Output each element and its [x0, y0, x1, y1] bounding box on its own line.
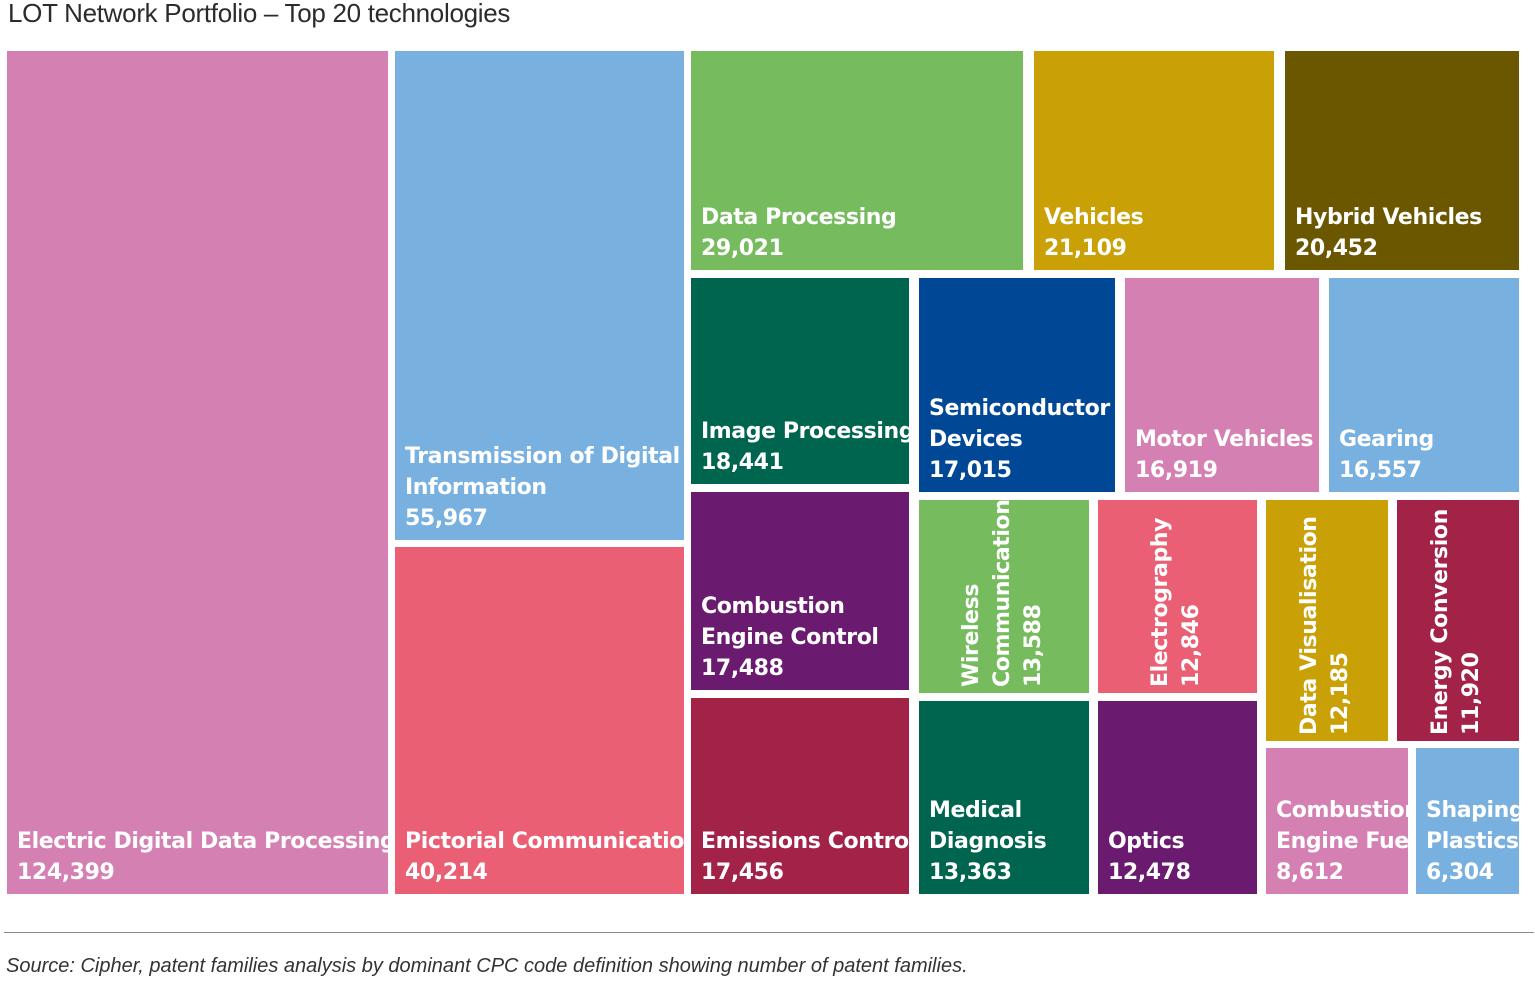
tile-data-visualisation: Data Visualisation 12,185: [1266, 500, 1388, 741]
tile-medical-diagnosis: Medical Diagnosis 13,363: [919, 701, 1089, 894]
tile-data-processing: Data Processing 29,021: [691, 51, 1023, 270]
tile-category: Gearing: [1339, 427, 1434, 452]
tile-value: 16,557: [1339, 458, 1422, 483]
tile-optics: Optics 12,478: [1098, 701, 1257, 894]
tile-value: 12,478: [1108, 860, 1191, 885]
tile-label: Energy Conversion 11,920: [1425, 509, 1487, 735]
tile-image-processing: Image Processing 18,441: [691, 278, 909, 484]
tile-category: Engine Control: [701, 625, 879, 650]
tile-category: Communication: [989, 500, 1015, 687]
tile-category: Semiconductor: [929, 396, 1110, 421]
tile-transmission-of-digital-information: Transmission of Digital Information 55,967: [395, 51, 684, 540]
tile-value: 21,109: [1044, 236, 1127, 261]
tile-motor-vehicles: Motor Vehicles 16,919: [1125, 278, 1319, 492]
tile-label: Shaping Plastics 6,304: [1426, 795, 1519, 888]
tile-label: Electrography 12,846: [1145, 518, 1207, 687]
tile-category: Transmission of Digital: [405, 444, 680, 469]
tile-label: Emissions Control 17,456: [701, 826, 909, 888]
tile-combustion-engine-control: Combustion Engine Control 17,488: [691, 492, 909, 690]
tile-gearing: Gearing 16,557: [1329, 278, 1519, 492]
tile-category: Combustion: [1276, 798, 1408, 823]
tile-category: Emissions Control: [701, 829, 909, 854]
tile-value: 20,452: [1295, 236, 1378, 261]
tile-shaping-plastics: Shaping Plastics 6,304: [1416, 748, 1519, 894]
tile-value: 8,612: [1276, 860, 1344, 885]
tile-category: Devices: [929, 427, 1023, 452]
tile-category: Optics: [1108, 829, 1185, 854]
tile-category: Information: [405, 475, 547, 500]
tile-value: 40,214: [405, 860, 488, 885]
tile-value: 6,304: [1426, 860, 1494, 885]
tile-label: Hybrid Vehicles 20,452: [1295, 202, 1482, 264]
tile-category: Shaping: [1426, 798, 1519, 823]
tile-value: 12,185: [1328, 652, 1353, 736]
tile-value: 11,920: [1459, 652, 1484, 736]
tile-category: Hybrid Vehicles: [1295, 205, 1482, 230]
tile-label: Electric Digital Data Processing 124,399: [17, 826, 388, 888]
tile-category: Diagnosis: [929, 829, 1047, 854]
tile-vehicles: Vehicles 21,109: [1034, 51, 1274, 270]
tile-category: Wireless: [958, 583, 984, 687]
tile-label: Motor Vehicles 16,919: [1135, 424, 1313, 486]
tile-category: Data Processing: [701, 205, 897, 230]
tile-wireless-communication: Wireless Communication 13,588: [919, 500, 1089, 693]
tile-label: Data Processing 29,021: [701, 202, 897, 264]
tile-category: Medical: [929, 798, 1022, 823]
tile-category: Energy Conversion: [1428, 509, 1453, 735]
tile-value: 12,846: [1178, 604, 1204, 688]
tile-value: 17,456: [701, 860, 784, 885]
tile-category: Plastics: [1426, 829, 1519, 854]
tile-label: Combustion Engine Fuel 8,612: [1276, 795, 1408, 888]
tile-label: Transmission of Digital Information 55,967: [405, 441, 680, 534]
tile-category: Electrography: [1147, 517, 1173, 687]
tile-value: 17,488: [701, 656, 784, 681]
tile-category: Electric Digital Data Processing: [17, 829, 388, 854]
tile-value: 13,363: [929, 860, 1012, 885]
tile-label: Pictorial Communication 40,214: [405, 826, 684, 888]
tile-energy-conversion: Energy Conversion 11,920: [1397, 500, 1519, 741]
tile-label: Wireless Communication 13,588: [956, 500, 1049, 687]
tile-value: 29,021: [701, 236, 784, 261]
tile-label: Vehicles 21,109: [1044, 202, 1144, 264]
tile-category: Motor Vehicles: [1135, 427, 1314, 452]
tile-label: Combustion Engine Control 17,488: [701, 591, 879, 684]
tile-value: 17,015: [929, 458, 1012, 483]
chart-title: LOT Network Portfolio – Top 20 technolog…: [8, 0, 511, 28]
tile-label: Image Processing 18,441: [701, 416, 909, 478]
tile-category: Data Visualisation: [1297, 516, 1322, 735]
tile-label: Medical Diagnosis 13,363: [929, 795, 1047, 888]
tile-electrography: Electrography 12,846: [1098, 500, 1257, 693]
tile-value: 16,919: [1135, 458, 1218, 483]
tile-hybrid-vehicles: Hybrid Vehicles 20,452: [1285, 51, 1519, 270]
tile-value: 18,441: [701, 450, 784, 475]
tile-combustion-engine-fuel: Combustion Engine Fuel 8,612: [1266, 748, 1408, 894]
tile-value: 124,399: [17, 860, 115, 885]
tile-emissions-control: Emissions Control 17,456: [691, 698, 909, 894]
tile-pictorial-communication: Pictorial Communication 40,214: [395, 547, 684, 894]
tile-electric-digital-data-processing: Electric Digital Data Processing 124,399: [7, 51, 388, 894]
tile-label: Data Visualisation 12,185: [1294, 516, 1356, 735]
source-divider: [4, 932, 1534, 933]
tile-category: Combustion: [701, 594, 845, 619]
tile-label: Semiconductor Devices 17,015: [929, 393, 1110, 486]
tile-category: Vehicles: [1044, 205, 1144, 230]
tile-semiconductor-devices: Semiconductor Devices 17,015: [919, 278, 1115, 492]
tile-category: Pictorial Communication: [405, 829, 684, 854]
tile-category: Engine Fuel: [1276, 829, 1408, 854]
tile-value: 13,588: [1020, 604, 1046, 688]
tile-value: 55,967: [405, 506, 488, 531]
tile-label: Optics 12,478: [1108, 826, 1191, 888]
tile-category: Image Processing: [701, 419, 909, 444]
source-note: Source: Cipher, patent families analysis…: [6, 955, 968, 977]
tile-label: Gearing 16,557: [1339, 424, 1434, 486]
